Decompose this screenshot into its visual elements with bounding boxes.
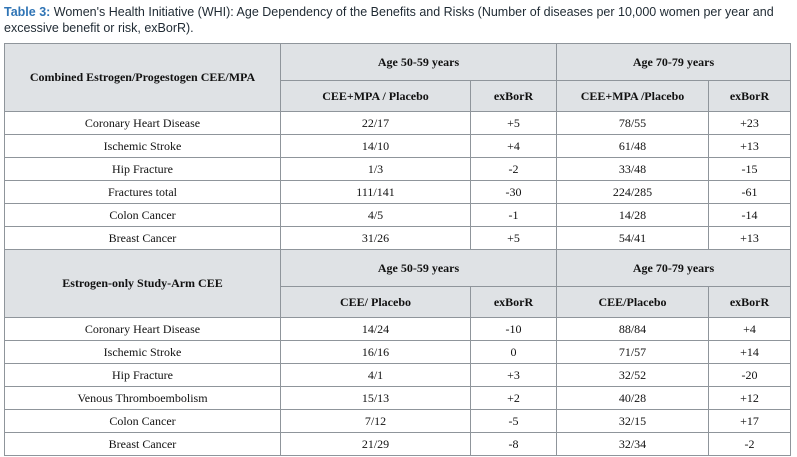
exborr-cell: -1 bbox=[470, 203, 557, 227]
table-row: Venous Thromboembolism 15/13 +2 40/28 +1… bbox=[4, 386, 791, 410]
exborr-cell: +23 bbox=[708, 111, 791, 135]
disease-label: Ischemic Stroke bbox=[4, 134, 281, 158]
exborr-cell: +12 bbox=[708, 386, 791, 410]
exborr-cell: -20 bbox=[708, 363, 791, 387]
exborr-cell: +17 bbox=[708, 409, 791, 433]
age-group-header: Age 50-59 years bbox=[280, 43, 557, 81]
table-row: Fractures total 111/141 -30 224/285 -61 bbox=[4, 180, 791, 204]
rate-cell: 21/29 bbox=[280, 432, 471, 456]
disease-label: Ischemic Stroke bbox=[4, 340, 281, 364]
rate-cell: 61/48 bbox=[556, 134, 709, 158]
section-title: Combined Estrogen/Progestogen CEE/MPA bbox=[4, 43, 281, 112]
age-group-header: Age 70-79 years bbox=[556, 43, 791, 81]
disease-label: Venous Thromboembolism bbox=[4, 386, 281, 410]
table-row: Ischemic Stroke 16/16 0 71/57 +14 bbox=[4, 340, 791, 364]
rate-cell: 40/28 bbox=[556, 386, 709, 410]
rate-cell: 54/41 bbox=[556, 226, 709, 250]
exborr-cell: -5 bbox=[470, 409, 557, 433]
caption-lead: Table 3: bbox=[4, 5, 51, 19]
disease-label: Breast Cancer bbox=[4, 432, 281, 456]
rate-cell: 31/26 bbox=[280, 226, 471, 250]
rate-cell: 32/34 bbox=[556, 432, 709, 456]
column-header: exBorR bbox=[708, 286, 791, 318]
table-row: Coronary Heart Disease 22/17 +5 78/55 +2… bbox=[4, 111, 791, 135]
section-estrogen-only: Estrogen-only Study-Arm CEE Age 50-59 ye… bbox=[4, 249, 791, 456]
rate-cell: 22/17 bbox=[280, 111, 471, 135]
table-row: Breast Cancer 31/26 +5 54/41 +13 bbox=[4, 226, 791, 250]
table-row: Ischemic Stroke 14/10 +4 61/48 +13 bbox=[4, 134, 791, 158]
exborr-cell: +14 bbox=[708, 340, 791, 364]
disease-label: Colon Cancer bbox=[4, 203, 281, 227]
exborr-cell: -10 bbox=[470, 317, 557, 341]
table-row: Breast Cancer 21/29 -8 32/34 -2 bbox=[4, 432, 791, 456]
exborr-cell: -2 bbox=[708, 432, 791, 456]
rate-cell: 14/10 bbox=[280, 134, 471, 158]
table-row: Hip Fracture 4/1 +3 32/52 -20 bbox=[4, 363, 791, 387]
exborr-cell: -61 bbox=[708, 180, 791, 204]
disease-label: Coronary Heart Disease bbox=[4, 111, 281, 135]
rate-cell: 71/57 bbox=[556, 340, 709, 364]
table-caption: Table 3: Women's Health Initiative (WHI)… bbox=[4, 4, 789, 36]
rate-cell: 16/16 bbox=[280, 340, 471, 364]
rate-cell: 7/12 bbox=[280, 409, 471, 433]
age-group-header: Age 70-79 years bbox=[556, 249, 791, 287]
rate-cell: 111/141 bbox=[280, 180, 471, 204]
column-header: exBorR bbox=[470, 286, 557, 318]
table-row: Coronary Heart Disease 14/24 -10 88/84 +… bbox=[4, 317, 791, 341]
rate-cell: 32/15 bbox=[556, 409, 709, 433]
disease-label: Hip Fracture bbox=[4, 157, 281, 181]
column-header: CEE+MPA / Placebo bbox=[280, 80, 471, 112]
exborr-cell: +13 bbox=[708, 134, 791, 158]
age-group-header: Age 50-59 years bbox=[280, 249, 557, 287]
exborr-cell: +2 bbox=[470, 386, 557, 410]
table-row: Colon Cancer 7/12 -5 32/15 +17 bbox=[4, 409, 791, 433]
exborr-cell: +5 bbox=[470, 226, 557, 250]
column-header: CEE/ Placebo bbox=[280, 286, 471, 318]
rate-cell: 78/55 bbox=[556, 111, 709, 135]
column-header: CEE/Placebo bbox=[556, 286, 709, 318]
rate-cell: 14/24 bbox=[280, 317, 471, 341]
section-title: Estrogen-only Study-Arm CEE bbox=[4, 249, 281, 318]
exborr-cell: -8 bbox=[470, 432, 557, 456]
rate-cell: 14/28 bbox=[556, 203, 709, 227]
disease-label: Breast Cancer bbox=[4, 226, 281, 250]
rate-cell: 224/285 bbox=[556, 180, 709, 204]
rate-cell: 88/84 bbox=[556, 317, 709, 341]
exborr-cell: -2 bbox=[470, 157, 557, 181]
disease-label: Fractures total bbox=[4, 180, 281, 204]
table-row: Hip Fracture 1/3 -2 33/48 -15 bbox=[4, 157, 791, 181]
disease-label: Coronary Heart Disease bbox=[4, 317, 281, 341]
exborr-cell: +13 bbox=[708, 226, 791, 250]
exborr-cell: +3 bbox=[470, 363, 557, 387]
exborr-cell: -14 bbox=[708, 203, 791, 227]
exborr-cell: +4 bbox=[470, 134, 557, 158]
section-combined: Combined Estrogen/Progestogen CEE/MPA Ag… bbox=[4, 43, 791, 250]
table-row: Colon Cancer 4/5 -1 14/28 -14 bbox=[4, 203, 791, 227]
column-header: exBorR bbox=[470, 80, 557, 112]
rate-cell: 4/1 bbox=[280, 363, 471, 387]
caption-text: Women's Health Initiative (WHI): Age Dep… bbox=[4, 5, 774, 35]
exborr-cell: +5 bbox=[470, 111, 557, 135]
disease-label: Colon Cancer bbox=[4, 409, 281, 433]
exborr-cell: -30 bbox=[470, 180, 557, 204]
rate-cell: 15/13 bbox=[280, 386, 471, 410]
rate-cell: 1/3 bbox=[280, 157, 471, 181]
whi-table: Combined Estrogen/Progestogen CEE/MPA Ag… bbox=[4, 43, 791, 456]
column-header: CEE+MPA /Placebo bbox=[556, 80, 709, 112]
exborr-cell: 0 bbox=[470, 340, 557, 364]
exborr-cell: +4 bbox=[708, 317, 791, 341]
exborr-cell: -15 bbox=[708, 157, 791, 181]
disease-label: Hip Fracture bbox=[4, 363, 281, 387]
rate-cell: 4/5 bbox=[280, 203, 471, 227]
rate-cell: 33/48 bbox=[556, 157, 709, 181]
rate-cell: 32/52 bbox=[556, 363, 709, 387]
column-header: exBorR bbox=[708, 80, 791, 112]
